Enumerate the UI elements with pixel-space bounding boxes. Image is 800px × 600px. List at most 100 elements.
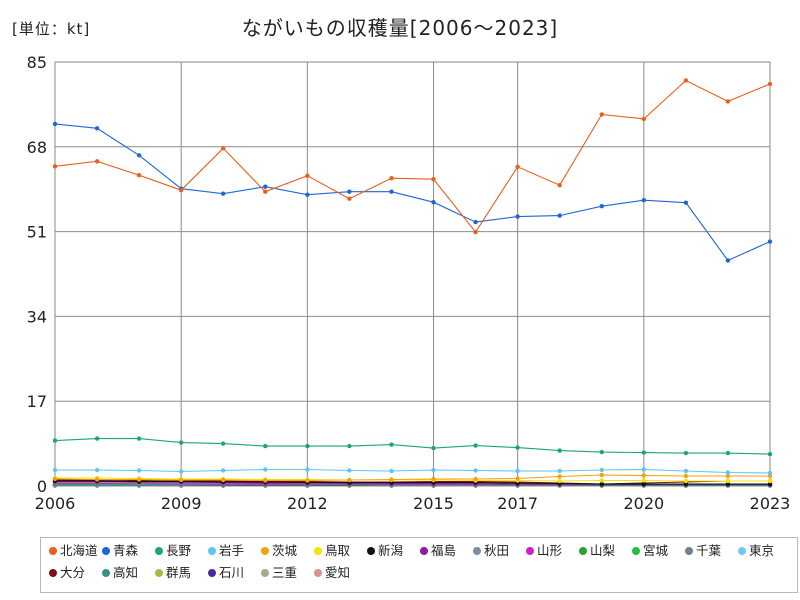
series-line bbox=[54, 123, 771, 262]
x-axis-ticks: 2006 2009 2012 2015 2017 2020 2023 bbox=[35, 494, 791, 513]
data-point bbox=[725, 473, 731, 479]
data-point bbox=[52, 476, 58, 482]
legend-label: 秋田 bbox=[484, 543, 510, 558]
data-point bbox=[641, 198, 646, 203]
legend-marker bbox=[102, 547, 110, 555]
data-point bbox=[136, 436, 142, 441]
data-point bbox=[641, 116, 646, 122]
y-tick-label: 85 bbox=[27, 53, 47, 72]
data-point bbox=[221, 146, 226, 151]
legend-label: 青森 bbox=[113, 543, 139, 558]
data-point bbox=[431, 445, 436, 451]
data-point bbox=[725, 470, 731, 475]
legend-marker bbox=[155, 569, 163, 577]
data-point bbox=[557, 448, 562, 453]
data-point bbox=[347, 468, 352, 473]
data-point bbox=[599, 478, 604, 483]
legend-marker bbox=[102, 569, 110, 577]
data-point bbox=[347, 189, 352, 194]
data-point bbox=[136, 153, 142, 158]
y-tick-label: 34 bbox=[27, 307, 47, 326]
legend-marker bbox=[579, 547, 587, 555]
x-tick-label: 2009 bbox=[161, 494, 202, 513]
data-point bbox=[599, 472, 604, 478]
series-line bbox=[54, 79, 771, 234]
data-point bbox=[557, 468, 562, 474]
y-axis-ticks: 0 17 34 51 68 85 bbox=[27, 53, 47, 496]
data-point bbox=[725, 258, 731, 263]
x-tick-label: 2017 bbox=[497, 494, 538, 513]
legend-item: 茨城 bbox=[261, 544, 297, 558]
data-point bbox=[767, 478, 773, 484]
data-point bbox=[557, 213, 562, 218]
data-point bbox=[389, 176, 394, 181]
series-lines bbox=[52, 78, 773, 488]
data-point bbox=[473, 443, 478, 448]
data-point bbox=[136, 477, 142, 482]
data-point bbox=[683, 78, 689, 83]
data-point bbox=[305, 467, 310, 472]
legend-item: 長野 bbox=[155, 544, 191, 558]
data-point bbox=[683, 478, 689, 484]
data-point bbox=[557, 474, 562, 479]
legend-item: 福島 bbox=[420, 544, 456, 558]
data-point bbox=[641, 450, 646, 455]
data-point bbox=[725, 450, 731, 456]
data-point bbox=[599, 204, 604, 209]
data-point bbox=[347, 196, 352, 201]
legend-item: 宮城 bbox=[632, 544, 668, 558]
legend-item: 山形 bbox=[526, 544, 562, 558]
data-point bbox=[431, 200, 436, 205]
data-point bbox=[389, 189, 394, 194]
grid-lines bbox=[55, 62, 770, 486]
data-point bbox=[179, 477, 184, 483]
data-point bbox=[94, 436, 100, 441]
data-point bbox=[599, 112, 604, 117]
legend-marker bbox=[49, 547, 57, 555]
x-tick-label: 2023 bbox=[750, 494, 791, 513]
legend-marker bbox=[685, 547, 693, 555]
x-tick-label: 2020 bbox=[623, 494, 664, 513]
legend-item: 新潟 bbox=[367, 544, 403, 558]
y-tick-label: 17 bbox=[27, 392, 47, 411]
legend-label: 新潟 bbox=[378, 543, 404, 558]
data-point bbox=[557, 183, 562, 188]
data-point bbox=[473, 476, 478, 482]
data-point bbox=[473, 468, 478, 473]
legend-item: 石川 bbox=[208, 566, 244, 580]
data-point bbox=[431, 476, 436, 482]
data-point bbox=[263, 184, 268, 189]
legend-label: 群馬 bbox=[166, 565, 192, 580]
data-point bbox=[725, 99, 731, 104]
data-point bbox=[683, 473, 689, 479]
data-point bbox=[767, 81, 773, 87]
data-point bbox=[179, 440, 184, 445]
data-point bbox=[599, 467, 604, 473]
data-point bbox=[683, 450, 689, 456]
legend-item: 東京 bbox=[738, 544, 774, 558]
data-point bbox=[94, 159, 100, 164]
data-point bbox=[767, 451, 773, 457]
data-point bbox=[641, 481, 646, 487]
data-point bbox=[431, 177, 436, 182]
data-point bbox=[263, 189, 268, 194]
data-point bbox=[263, 467, 268, 472]
data-point bbox=[683, 200, 689, 205]
legend-marker bbox=[261, 547, 269, 555]
series-2 bbox=[52, 121, 773, 263]
data-point bbox=[389, 442, 394, 447]
legend-marker bbox=[155, 547, 163, 555]
data-point bbox=[347, 477, 352, 483]
legend-label: 大分 bbox=[60, 565, 86, 580]
legend-label: 三重 bbox=[272, 565, 298, 580]
series-3 bbox=[52, 436, 773, 457]
legend-item: 群馬 bbox=[155, 566, 191, 580]
data-point bbox=[767, 470, 773, 476]
data-point bbox=[221, 191, 226, 196]
legend-item: 青森 bbox=[102, 544, 138, 558]
legend-label: 長野 bbox=[166, 543, 192, 558]
series-line bbox=[54, 438, 771, 455]
data-point bbox=[263, 478, 268, 483]
legend-label: 千葉 bbox=[696, 543, 722, 558]
data-point bbox=[179, 188, 184, 193]
